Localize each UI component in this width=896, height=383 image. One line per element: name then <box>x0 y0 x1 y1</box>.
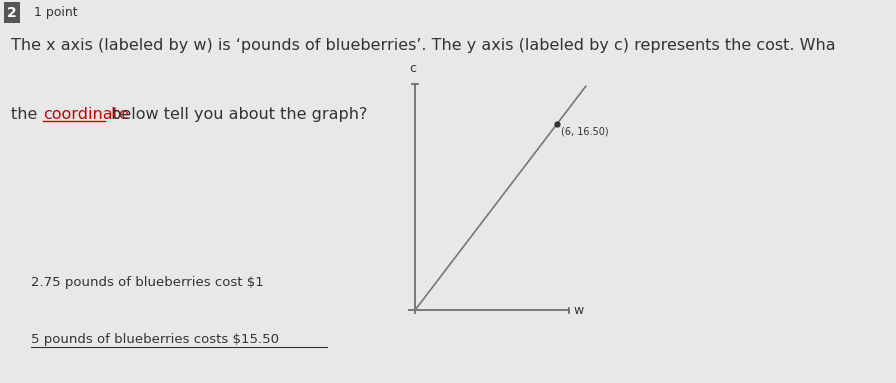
Text: the: the <box>11 107 42 122</box>
Text: w: w <box>574 304 584 317</box>
Text: 5 pounds of blueberries costs $15.50: 5 pounds of blueberries costs $15.50 <box>31 333 280 346</box>
Text: below tell you about the graph?: below tell you about the graph? <box>106 107 367 122</box>
Text: coordinate: coordinate <box>43 107 129 122</box>
Text: The x axis (labeled by w) is ‘pounds of blueberries’. The y axis (labeled by c) : The x axis (labeled by w) is ‘pounds of … <box>11 38 835 53</box>
Text: 1 point: 1 point <box>34 6 78 19</box>
Text: 2.75 pounds of blueberries cost $1: 2.75 pounds of blueberries cost $1 <box>31 276 264 289</box>
Text: (6, 16.50): (6, 16.50) <box>561 127 608 137</box>
Text: c: c <box>409 62 416 75</box>
Text: 2: 2 <box>7 6 17 20</box>
